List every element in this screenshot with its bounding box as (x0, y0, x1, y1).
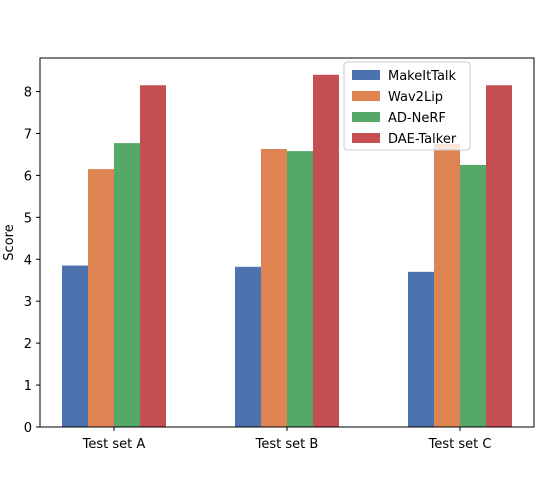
y-tick-label: 7 (24, 127, 32, 142)
x-tick-label: Test set A (82, 437, 146, 452)
x-axis: Test set A Test set B Test set C (82, 427, 492, 452)
legend-label: MakeItTalk (388, 69, 457, 84)
y-axis-label: Score (2, 224, 17, 260)
legend-swatch (352, 112, 380, 122)
y-tick-label: 2 (24, 337, 32, 352)
bar-dae-talker-3 (486, 85, 512, 428)
y-tick-label: 4 (24, 253, 32, 268)
y-tick-label: 6 (24, 169, 32, 184)
bar-dae-talker-2 (313, 74, 339, 427)
bar-wav2lip-1 (88, 169, 114, 427)
bar-makeittalk-1 (62, 265, 88, 427)
y-tick-label: 1 (24, 379, 32, 394)
legend-swatch (352, 91, 380, 101)
bar-wav2lip-2 (261, 148, 287, 427)
bar-makeittalk-2 (235, 266, 261, 427)
legend-swatch (352, 133, 380, 143)
bar-ad-nerf-1 (114, 143, 140, 428)
bars-group (62, 74, 512, 428)
bar-ad-nerf-3 (460, 164, 486, 427)
x-tick-label: Test set C (428, 437, 492, 452)
legend-swatch (352, 70, 380, 80)
y-tick-label: 5 (24, 211, 32, 226)
legend: MakeItTalk Wav2Lip AD-NeRF DAE-Talker (343, 61, 471, 151)
x-tick-label: Test set B (255, 437, 319, 452)
y-tick-label: 8 (24, 86, 32, 101)
legend-label: DAE-Talker (388, 132, 457, 147)
y-tick-label: 0 (24, 421, 32, 436)
y-tick-label: 3 (24, 295, 32, 310)
plot-frame (39, 57, 535, 428)
bar-makeittalk-3 (408, 271, 434, 427)
legend-label: AD-NeRF (388, 111, 446, 126)
legend-box (343, 61, 471, 151)
legend-label: Wav2Lip (388, 90, 443, 105)
bar-dae-talker-1 (140, 85, 166, 428)
bar-ad-nerf-2 (287, 151, 313, 428)
y-axis: 0 1 2 3 4 5 6 7 8 (24, 86, 40, 436)
bar-wav2lip-3 (434, 143, 460, 428)
